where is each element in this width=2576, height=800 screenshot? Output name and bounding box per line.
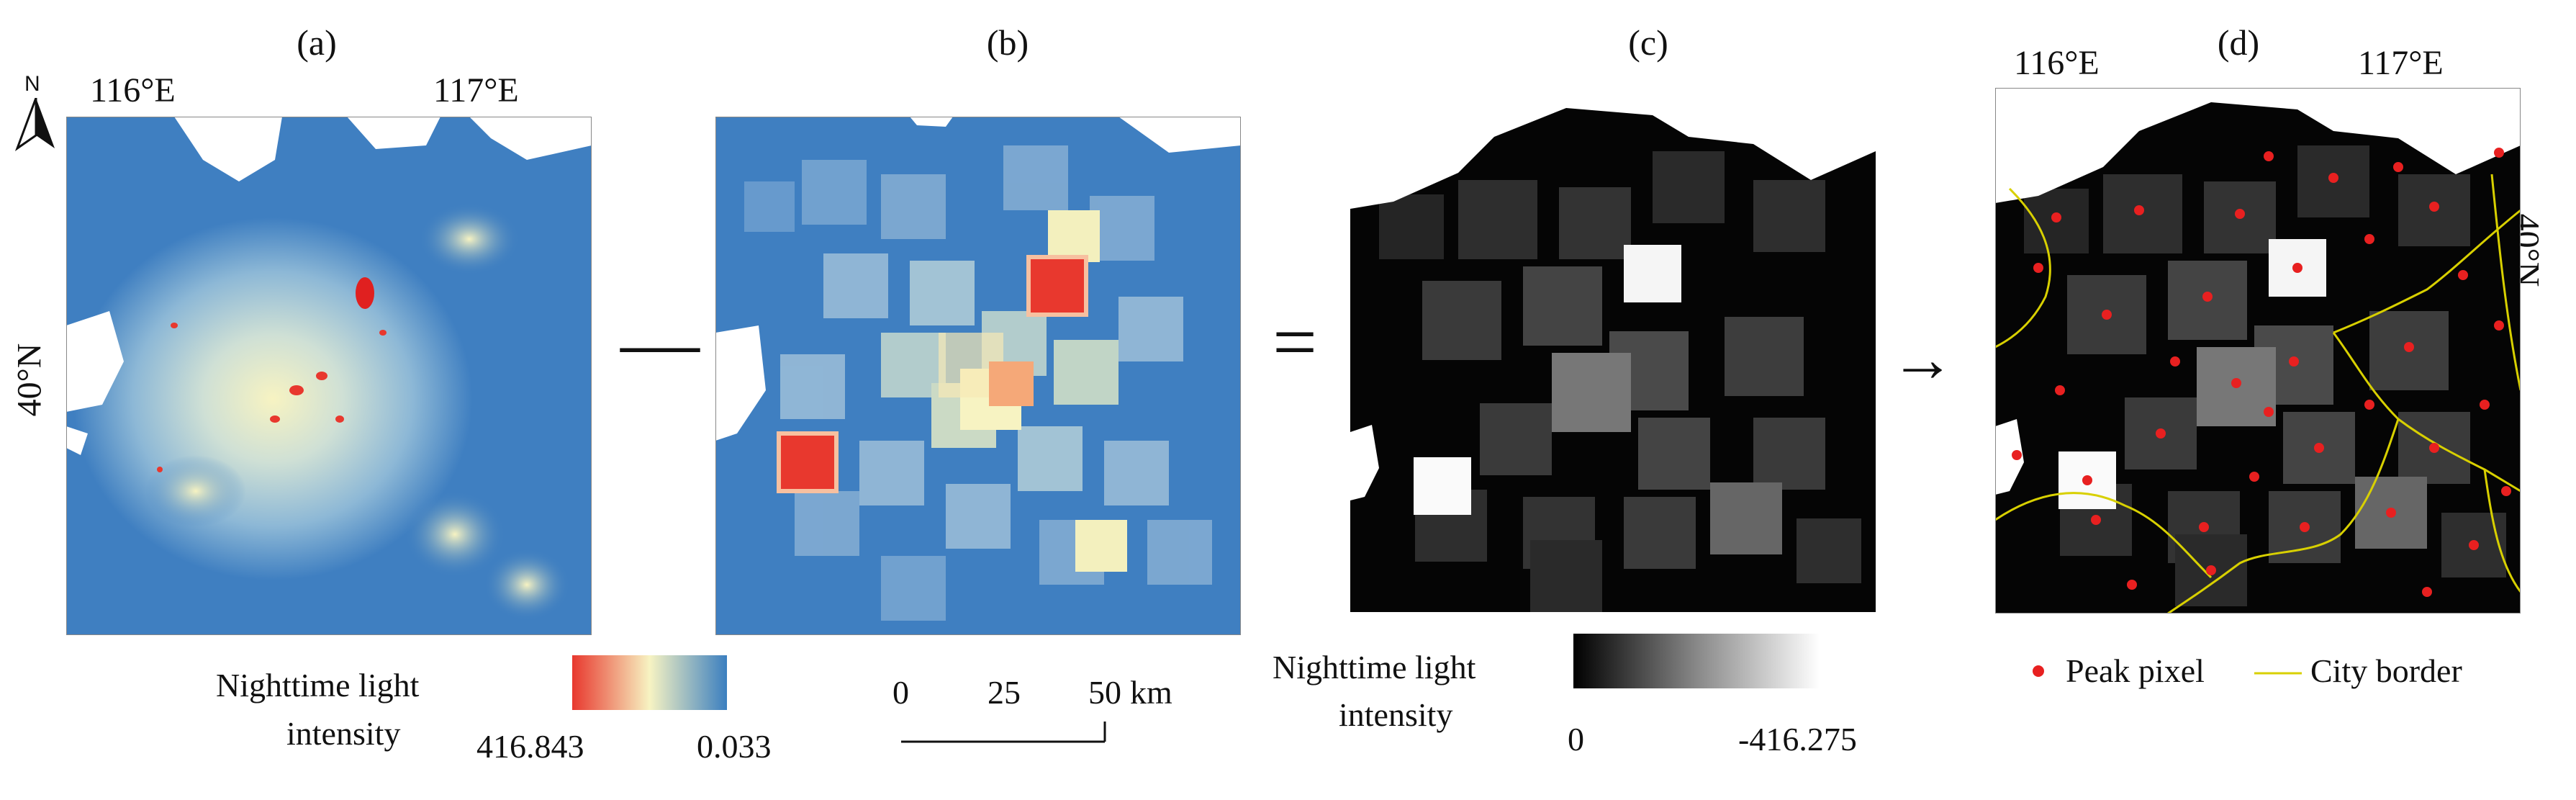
panel-label-c: (c): [1628, 22, 1668, 63]
lon-117-a: 117°E: [433, 71, 519, 109]
panel-label-d: (d): [2217, 22, 2260, 63]
lon-116-a: 116°E: [90, 71, 176, 109]
legend-a-title-2: intensity: [286, 715, 401, 752]
legend-c-max: -416.275: [1738, 721, 1857, 758]
minus-operator: —: [620, 298, 700, 386]
peak-pixel-legend-icon: [2033, 665, 2044, 677]
legend-a-max: 416.843: [476, 728, 584, 765]
legend-a-colorbar: [572, 655, 727, 710]
panel-c-map: [1350, 94, 1876, 612]
scalebar-0: 0: [892, 674, 909, 711]
scalebar: [901, 722, 1106, 743]
scalebar-50: 50: [1088, 674, 1121, 711]
city-border-legend-icon: [2254, 672, 2302, 675]
legend-c-title-1: Nighttime light: [1273, 649, 1476, 686]
scalebar-unit: km: [1130, 674, 1172, 711]
panel-label-b: (b): [986, 22, 1029, 63]
legend-d-peak: Peak pixel: [2066, 652, 2205, 689]
equals-operator: =: [1273, 298, 1318, 386]
north-label: N: [24, 72, 40, 96]
scalebar-25: 25: [988, 674, 1021, 711]
lon-117-d: 117°E: [2358, 44, 2444, 82]
legend-d-border: City border: [2310, 652, 2462, 689]
north-arrow-icon: [14, 98, 55, 151]
arrow-operator: →: [1890, 324, 1955, 395]
legend-c-min: 0: [1568, 721, 1584, 758]
legend-c-graybar: [1573, 634, 1820, 688]
legend-a-min: 0.033: [697, 728, 772, 765]
panel-d-map: [1995, 88, 2521, 614]
legend-a-title-1: Nighttime light: [216, 667, 420, 704]
lat-40-a: 40°N: [10, 343, 49, 417]
north-arrow: N: [14, 72, 58, 151]
panel-a-map: [66, 117, 592, 635]
panel-b-map: [715, 117, 1241, 635]
legend-c-title-2: intensity: [1339, 696, 1453, 733]
lon-116-d: 116°E: [2014, 44, 2100, 82]
panel-label-a: (a): [297, 22, 337, 63]
